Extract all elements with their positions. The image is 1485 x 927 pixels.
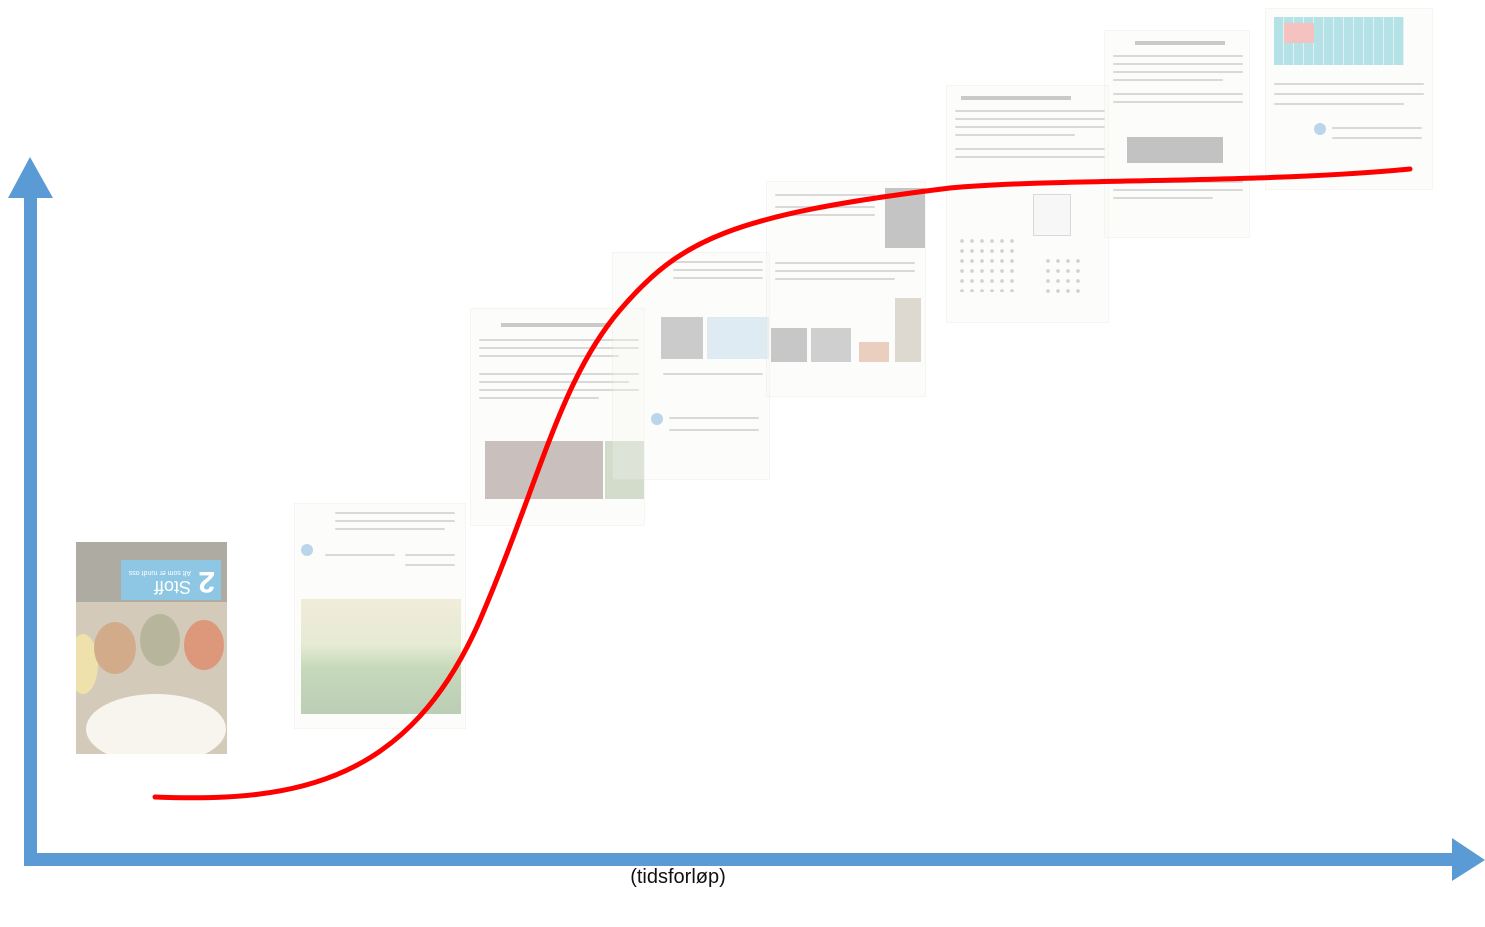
lemon-photo	[76, 634, 98, 694]
book-page-5	[766, 181, 926, 397]
spoon-paprika	[184, 620, 224, 670]
y-axis	[8, 157, 53, 860]
book-page-2	[294, 503, 466, 729]
x-axis	[24, 838, 1485, 881]
spoon-seeds	[140, 614, 180, 666]
spoon-spice	[94, 622, 136, 674]
book-page-7	[1104, 30, 1250, 238]
salt-plate	[86, 694, 226, 754]
y-axis-arrowhead	[8, 157, 53, 198]
book-cover-image: 2 Stoff Alt som er rundt oss	[76, 542, 227, 754]
x-axis-label: (tidsforløp)	[630, 866, 726, 888]
x-axis-arrowhead	[1452, 838, 1485, 881]
s-curve	[152, 166, 1413, 801]
book-page-8	[1265, 8, 1433, 190]
book-page-6	[946, 85, 1109, 323]
